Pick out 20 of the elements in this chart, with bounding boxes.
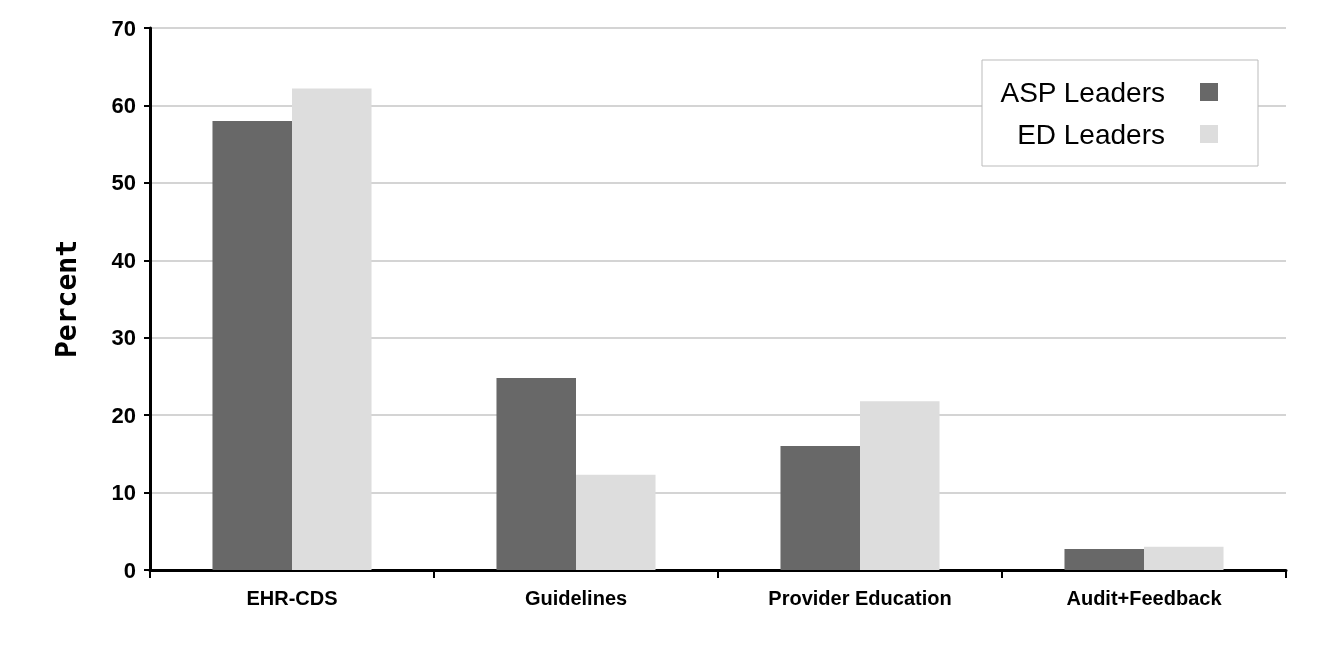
y-tick-label: 50 bbox=[111, 170, 136, 196]
y-tick-label: 20 bbox=[111, 402, 136, 428]
y-tick-label: 30 bbox=[111, 325, 136, 351]
y-tick-label: 60 bbox=[111, 92, 136, 118]
legend-label: ED Leaders bbox=[1017, 118, 1165, 150]
x-tick-label: EHR-CDS bbox=[246, 587, 338, 609]
y-tick-label: 0 bbox=[123, 557, 136, 583]
bar bbox=[496, 377, 576, 570]
x-tick-label: Guidelines bbox=[524, 587, 628, 609]
y-tick-label: 10 bbox=[111, 480, 136, 506]
y-tick-label: 40 bbox=[111, 247, 136, 273]
x-tick-label: Audit+Feedback bbox=[1066, 587, 1223, 609]
legend-label: ASP Leaders bbox=[1000, 76, 1165, 108]
y-tick-label: 70 bbox=[111, 15, 136, 41]
bar bbox=[780, 446, 860, 570]
y-axis-title: Percent bbox=[49, 239, 83, 359]
bar bbox=[1144, 546, 1224, 570]
bar bbox=[1064, 549, 1144, 570]
bar bbox=[212, 120, 292, 570]
x-tick-label: Provider Education bbox=[768, 587, 952, 609]
